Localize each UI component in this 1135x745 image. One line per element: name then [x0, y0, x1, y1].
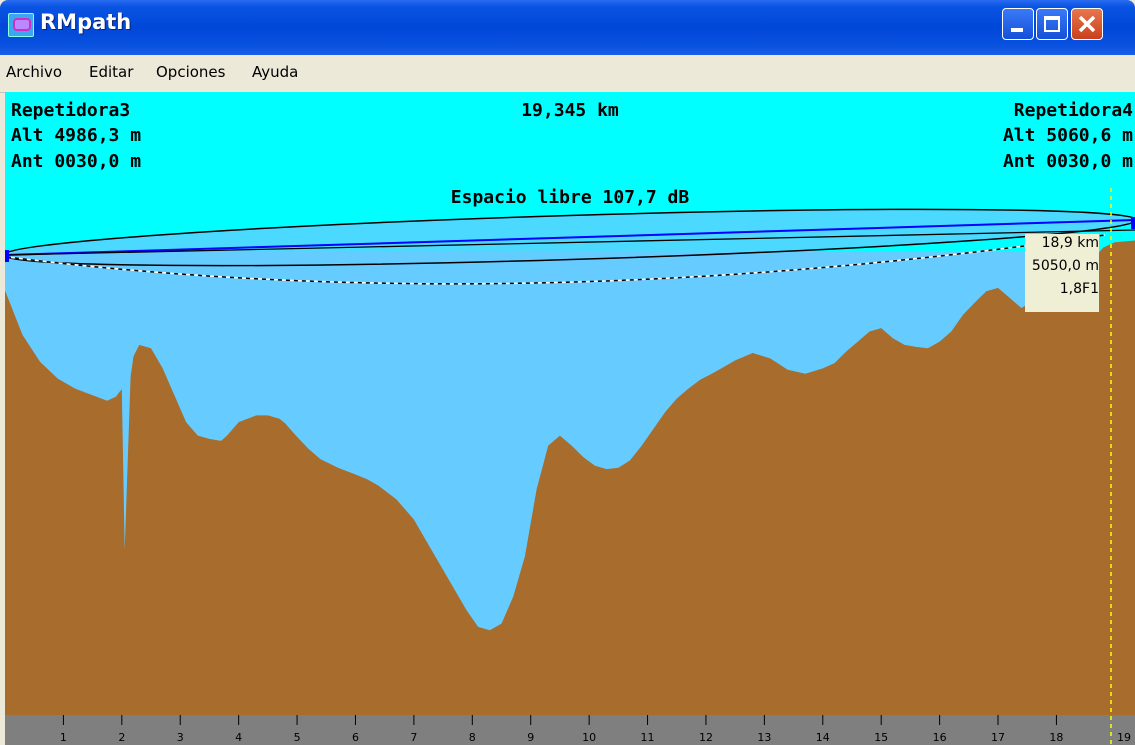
axis-tick-label: 17 [991, 731, 1005, 744]
cursor-distance: 18,9 km [1041, 235, 1099, 251]
left-station-ant: Ant 0030,0 m [11, 151, 142, 172]
axis-tick-label: 4 [235, 731, 242, 744]
rmpath-app-icon[interactable] [8, 13, 34, 37]
axis-tick-label: 6 [352, 731, 359, 744]
path-distance: 19,345 km [521, 100, 619, 121]
axis-tick-label: 5 [294, 731, 301, 744]
right-station-alt: Alt 5060,6 m [1002, 125, 1133, 146]
axis-tick-label: 1 [60, 731, 67, 744]
close-icon [1078, 15, 1096, 33]
left-antenna-marker [5, 250, 9, 262]
axis-tick-label: 3 [177, 731, 184, 744]
menu-editar[interactable]: Editar [89, 63, 134, 81]
fresnel-lower-limit-dash [6, 234, 1106, 285]
cursor-elevation: 5050,0 m [1031, 258, 1099, 274]
line-of-sight [5, 219, 1135, 256]
maximize-icon [1044, 16, 1060, 32]
axis-tick-label: 13 [757, 731, 771, 744]
free-space-loss: Espacio libre 107,7 dB [450, 187, 690, 208]
minimize-icon [1011, 28, 1023, 32]
right-station-ant: Ant 0030,0 m [1002, 151, 1133, 172]
cursor-readout: 18,9 km 5050,0 m 1,8F1 [1025, 234, 1099, 312]
earth-curve-line [5, 229, 1135, 256]
window-title: RMpath [40, 10, 132, 34]
axis-tick-label: 7 [410, 731, 417, 744]
axis-tick-label: 12 [699, 731, 713, 744]
terrain-profile [5, 240, 1135, 715]
menu-archivo[interactable]: Archivo [6, 63, 63, 81]
title-bar[interactable]: RMpath [0, 0, 1135, 55]
axis-tick-label: 16 [933, 731, 947, 744]
axis-tick-label: 10 [582, 731, 596, 744]
maximize-button[interactable] [1036, 8, 1068, 40]
right-station-name: Repetidora4 [1013, 100, 1133, 121]
menu-bar: Archivo Editar Opciones Ayuda [0, 55, 1135, 93]
close-button[interactable] [1071, 8, 1103, 40]
axis-tick-label: 11 [641, 731, 655, 744]
left-station-name: Repetidora3 [11, 100, 131, 121]
cursor-fresnel: 1,8F1 [1059, 281, 1099, 297]
axis-tick-label: 9 [527, 731, 534, 744]
axis-tick-label: 15 [874, 731, 888, 744]
right-antenna-marker [1131, 217, 1135, 229]
axis-end-label: 19 k [1117, 731, 1135, 744]
axis-tick-label: 18 [1049, 731, 1063, 744]
axis-tick-label: 2 [118, 731, 125, 744]
axis-tick-label: 8 [469, 731, 476, 744]
axis-bar [5, 715, 1135, 745]
menu-ayuda[interactable]: Ayuda [252, 63, 299, 81]
axis-tick-label: 14 [816, 731, 830, 744]
left-station-alt: Alt 4986,3 m [11, 125, 142, 146]
menu-opciones[interactable]: Opciones [156, 63, 226, 81]
minimize-button[interactable] [1002, 8, 1034, 40]
